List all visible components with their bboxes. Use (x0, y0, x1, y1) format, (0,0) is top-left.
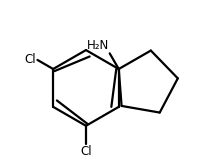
Text: Cl: Cl (25, 53, 36, 66)
Text: H₂N: H₂N (87, 39, 109, 52)
Text: Cl: Cl (80, 145, 92, 158)
